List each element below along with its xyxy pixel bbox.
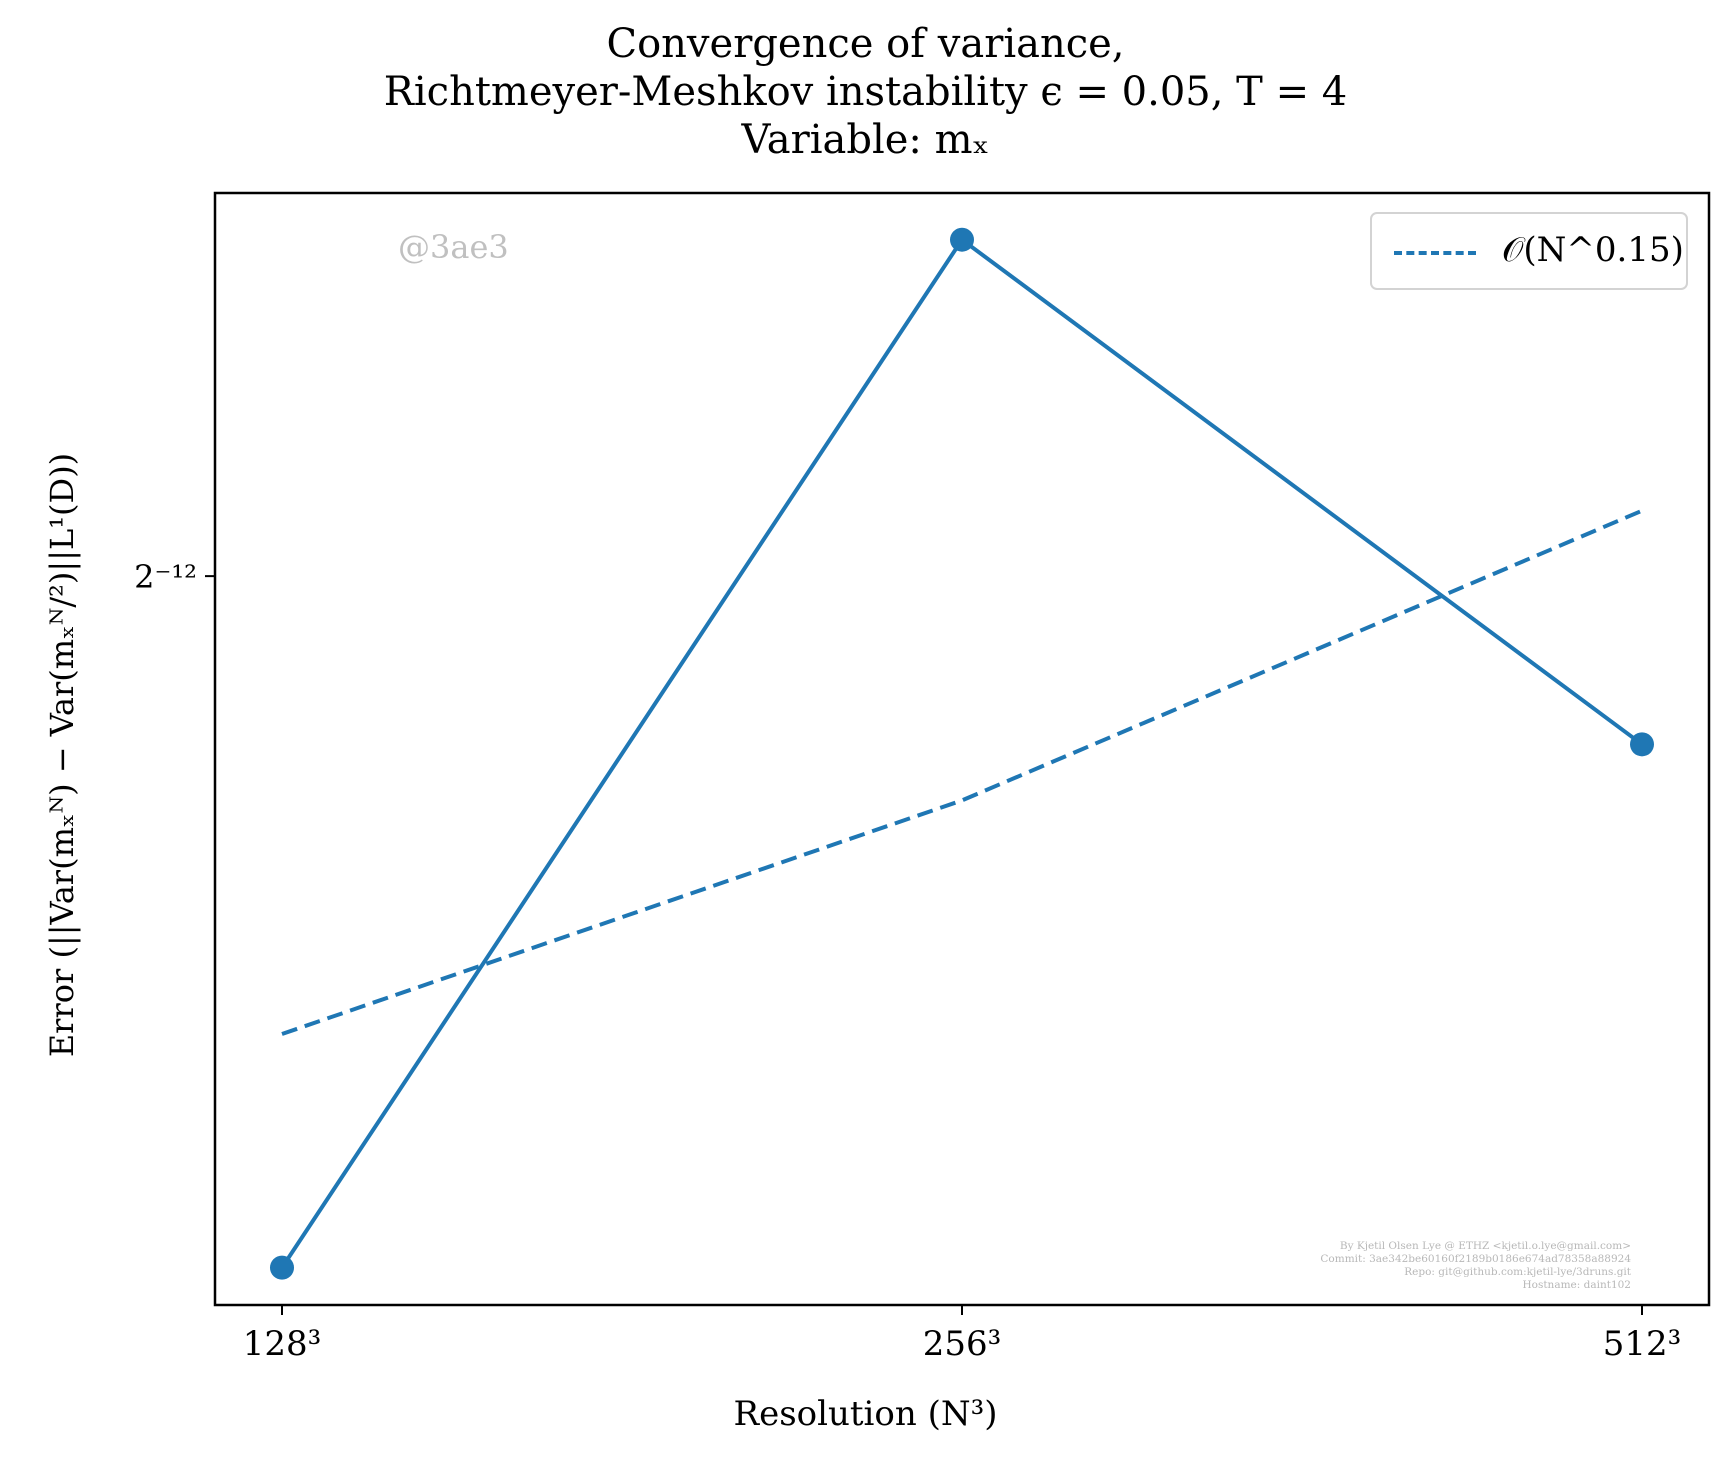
x-tick-label: 256³ [923,1324,1002,1364]
chart-title-line-1: Convergence of variance, [606,21,1125,67]
legend-dashed-line-swatch [1394,251,1476,255]
watermark-label: @3ae3 [398,228,509,266]
credits-block: By Kjetil Olsen Lye @ ETHZ <kjetil.o.lye… [1320,1240,1631,1292]
x-tick-label: 512³ [1603,1324,1682,1364]
plot-frame [213,191,1711,1307]
legend-entry-label: 𝒪(N^0.15) [1502,230,1684,270]
error-data-point [950,227,974,252]
reference-rate-line [281,508,1643,1036]
credits-author: By Kjetil Olsen Lye @ ETHZ <kjetil.o.lye… [1339,1240,1631,1252]
credits-commit: Commit: 3ae342be60160f2189b0186e674ad783… [1320,1253,1631,1265]
x-tick-label: 128³ [243,1324,322,1364]
credits-repo: Repo: git@github.com:kjetil-lye/3druns.g… [1404,1266,1631,1278]
chart-title-line-3: Variable: mₓ [741,117,990,163]
chart-legend: 𝒪(N^0.15) [1370,212,1688,290]
x-axis-label: Resolution (N³) [733,1394,998,1434]
chart-title-line-2: Richtmeyer-Meshkov instability ϵ = 0.05,… [383,69,1348,115]
error-series-line [280,237,1644,1269]
y-axis-label: Error (||Var(mₓᴺ) − Var(mₓᴺ/²)||L¹(D)) [43,452,81,1058]
error-data-point [270,1255,294,1280]
error-data-point [1630,732,1654,757]
credits-hostname: Hostname: daint102 [1522,1279,1631,1291]
y-tick-label: 2⁻¹² [134,558,197,596]
